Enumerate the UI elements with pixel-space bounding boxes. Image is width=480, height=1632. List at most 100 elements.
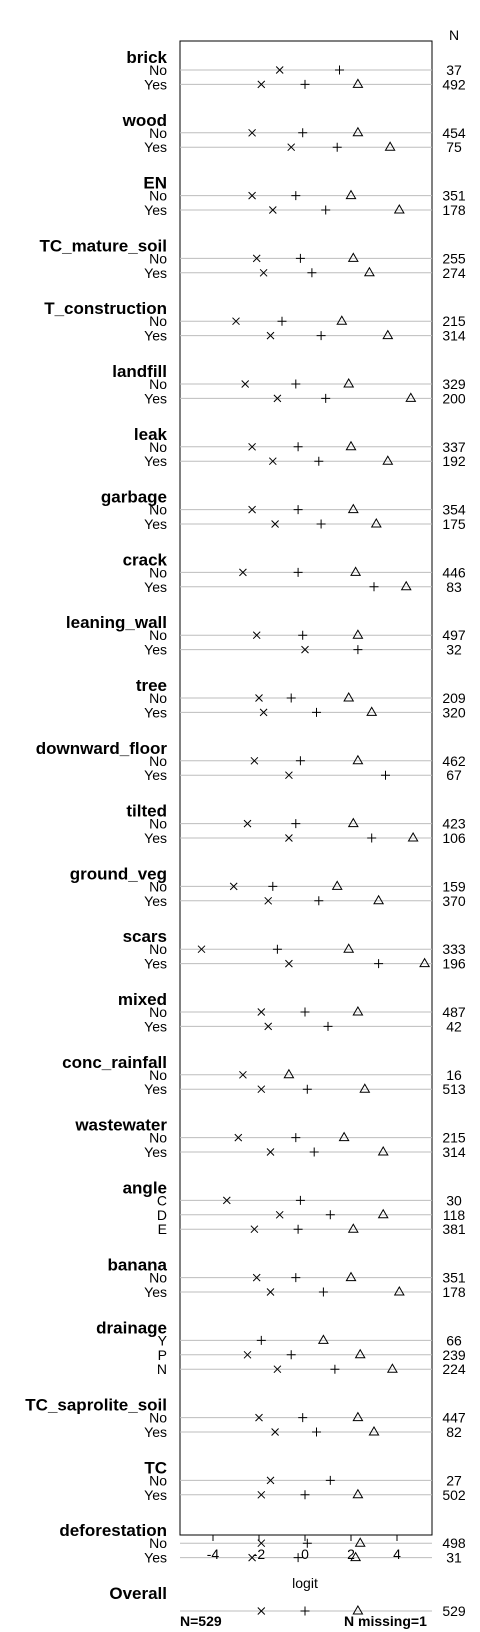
row-ground_veg-Yes-n-count: 370 <box>442 893 466 909</box>
row-TC_mature_soil-Yes-triangle-marker <box>363 266 375 277</box>
row-EN-No-triangle-marker <box>345 189 357 200</box>
row-leak-Yes-level-label: Yes <box>144 453 167 469</box>
row-landfill-No-triangle-marker <box>343 377 355 388</box>
row-TC_mature_soil-No-x-marker <box>252 254 261 263</box>
x-tick-label-0: 0 <box>301 1546 309 1562</box>
row-leaning_wall-Yes-n-count: 32 <box>446 642 462 658</box>
row-angle-C-plus-marker <box>295 1195 305 1205</box>
row-banana-No-triangle-marker <box>345 1271 357 1282</box>
row-TC_saprolite_soil-Yes-level-label: Yes <box>144 1424 167 1440</box>
row-TC_mature_soil-No-n-count: 255 <box>442 250 466 266</box>
row-landfill-Yes-n-count: 200 <box>442 390 466 406</box>
row-TC-Yes-n-count: 502 <box>442 1487 466 1503</box>
footer-n: N=529 <box>180 1613 222 1629</box>
row-tree-Yes-level-label: Yes <box>144 704 167 720</box>
row-leak-No-triangle-marker <box>345 440 357 451</box>
row-angle-C-level-label: C <box>157 1192 167 1208</box>
row-T_construction-Yes-triangle-marker <box>382 329 394 340</box>
row-drainage-Y-triangle-marker <box>317 1334 329 1344</box>
row-TC_mature_soil-Yes-x-marker <box>259 268 268 277</box>
row-leaning_wall-No-level-label: No <box>149 627 167 643</box>
row-TC_saprolite_soil-No-plus-marker <box>298 1413 308 1423</box>
row-crack-No-triangle-marker <box>350 566 362 576</box>
group-label-garbage: garbage <box>101 488 167 507</box>
row-mixed-Yes-level-label: Yes <box>144 1018 167 1034</box>
row-tree-No-x-marker <box>255 694 263 702</box>
row-tilted-No-plus-marker <box>291 819 301 829</box>
row-T_construction-Yes-plus-marker <box>316 331 326 341</box>
row-garbage-No-x-marker <box>248 505 256 514</box>
row-wastewater-Yes-x-marker <box>266 1148 275 1156</box>
row-wood-No-x-marker <box>248 128 256 137</box>
row-mixed-Yes-plus-marker <box>323 1021 333 1031</box>
group-label-conc_rainfall: conc_rainfall <box>62 1053 167 1072</box>
row-banana-No-level-label: No <box>149 1270 167 1286</box>
row-mixed-Yes-x-marker <box>264 1022 273 1031</box>
row-TC_saprolite_soil-Yes-n-count: 82 <box>446 1424 462 1440</box>
row-tree-No-level-label: No <box>149 690 167 706</box>
row-ground_veg-Yes-level-label: Yes <box>144 893 167 909</box>
row-T_construction-No-level-label: No <box>149 313 167 329</box>
row-brick-Yes-level-label: Yes <box>144 76 167 92</box>
row-wastewater-Yes-plus-marker <box>309 1147 319 1157</box>
group-label-drainage: drainage <box>96 1318 167 1337</box>
row-conc_rainfall-Yes-x-marker <box>257 1085 266 1094</box>
row-TC-Yes-level-label: Yes <box>144 1487 167 1503</box>
row-angle-D-n-count: 118 <box>443 1207 466 1223</box>
row-leaning_wall-No-triangle-marker <box>352 629 364 639</box>
row-deforestation-Yes-n-count: 31 <box>446 1550 462 1566</box>
row-landfill-Yes-x-marker <box>273 394 282 403</box>
group-label-TC: TC <box>144 1458 167 1477</box>
row-leaning_wall-Yes-x-marker <box>301 645 309 654</box>
row-tilted-Yes-n-count: 106 <box>442 830 466 846</box>
row-angle-E-level-label: E <box>158 1221 167 1237</box>
row-garbage-Yes-level-label: Yes <box>144 516 167 532</box>
row-leaning_wall-Yes-plus-marker <box>353 645 363 655</box>
row-tree-No-n-count: 209 <box>442 690 466 706</box>
footer-n-missing: N missing=1 <box>344 1613 427 1629</box>
row-drainage-Y-level-label: Y <box>158 1332 168 1348</box>
row-leak-No-level-label: No <box>149 439 167 455</box>
row-wood-No-n-count: 454 <box>442 125 466 141</box>
row-TC_saprolite_soil-No-n-count: 447 <box>442 1410 466 1426</box>
row-TC-No-level-label: No <box>149 1472 167 1488</box>
row-leak-Yes-x-marker <box>268 457 277 466</box>
row-T_construction-Yes-level-label: Yes <box>144 328 167 344</box>
row-conc_rainfall-Yes-triangle-marker <box>359 1083 371 1093</box>
row-downward_floor-No-triangle-marker <box>352 754 364 765</box>
row-tilted-No-x-marker <box>243 819 252 828</box>
row-TC_mature_soil-No-triangle-marker <box>347 252 359 262</box>
row-leak-Yes-n-count: 192 <box>442 453 466 469</box>
group-label-T_construction: T_construction <box>44 299 167 318</box>
row-conc_rainfall-Yes-n-count: 513 <box>442 1081 466 1097</box>
row-garbage-No-triangle-marker <box>347 503 359 514</box>
row-leaning_wall-No-x-marker <box>252 631 261 640</box>
row-ground_veg-No-x-marker <box>229 882 238 891</box>
row-scars-Yes-plus-marker <box>374 959 384 969</box>
group-label-scars: scars <box>123 927 167 946</box>
row-leak-No-n-count: 337 <box>442 439 466 455</box>
row-tilted-Yes-x-marker <box>285 834 293 842</box>
row-TC_saprolite_soil-Yes-triangle-marker <box>368 1425 380 1436</box>
row-TC_saprolite_soil-No-x-marker <box>255 1413 263 1422</box>
row-landfill-Yes-plus-marker <box>321 393 331 403</box>
group-label-banana: banana <box>107 1256 167 1275</box>
row-drainage-N-plus-marker <box>330 1364 340 1374</box>
row-tree-Yes-plus-marker <box>312 707 321 717</box>
row-downward_floor-No-n-count: 462 <box>442 753 466 769</box>
row-brick-No-x-marker <box>275 66 284 74</box>
group-label-leak: leak <box>134 425 168 444</box>
row-crack-Yes-level-label: Yes <box>144 579 167 595</box>
row-deforestation-No-level-label: No <box>149 1535 167 1551</box>
row-overall-plus-marker <box>300 1606 310 1616</box>
row-T_construction-No-x-marker <box>232 317 240 326</box>
row-TC-No-n-count: 27 <box>446 1472 462 1488</box>
row-scars-Yes-n-count: 196 <box>442 956 466 972</box>
row-drainage-N-level-label: N <box>157 1361 167 1377</box>
group-label-TC_mature_soil: TC_mature_soil <box>39 236 167 255</box>
row-brick-No-level-label: No <box>149 62 167 78</box>
row-banana-Yes-x-marker <box>266 1288 275 1296</box>
row-angle-E-triangle-marker <box>347 1223 359 1233</box>
